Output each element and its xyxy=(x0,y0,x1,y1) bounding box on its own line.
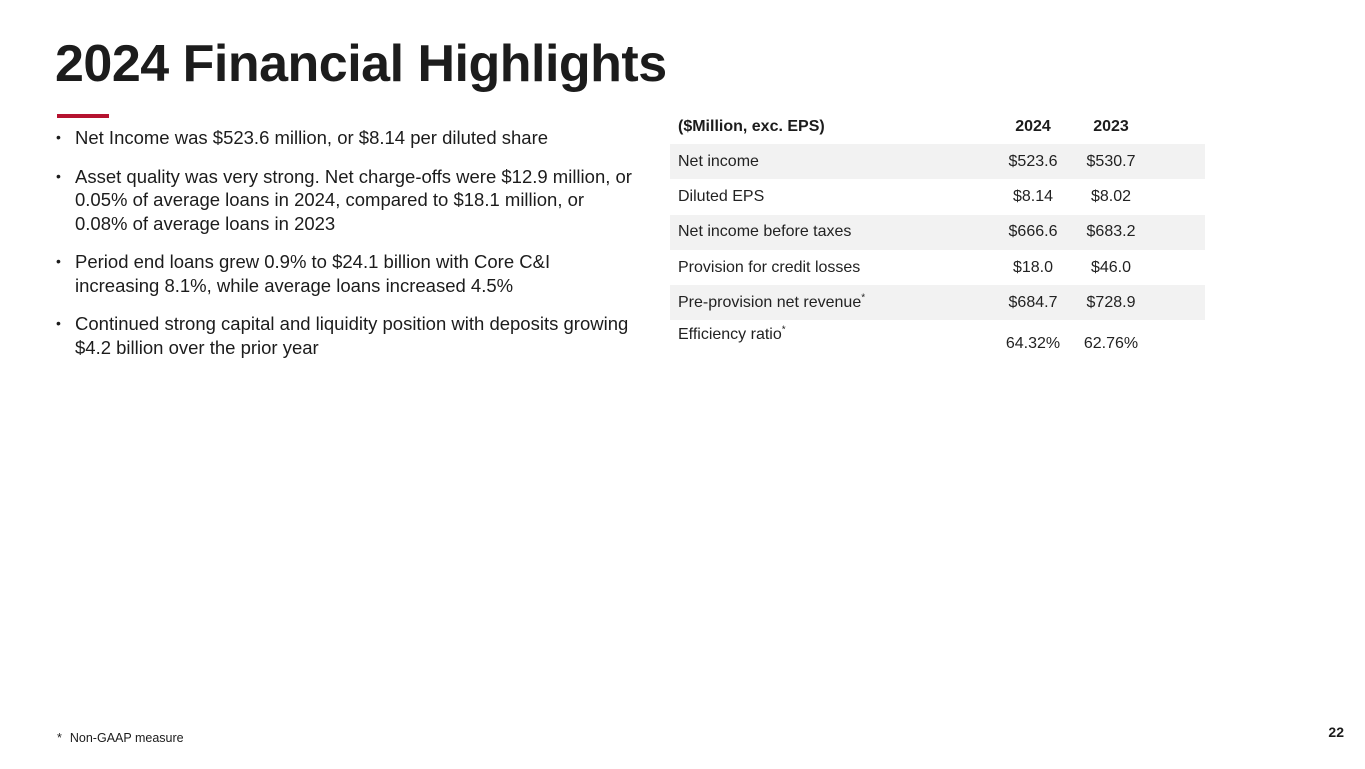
footnote-mark: * xyxy=(57,731,62,745)
row-label: Pre-provision net revenue* xyxy=(670,285,995,321)
highlight-item: • Period end loans grew 0.9% to $24.1 bi… xyxy=(56,250,636,297)
row-label: Efficiency ratio* xyxy=(678,325,786,344)
value-2024: $684.7 xyxy=(995,285,1071,321)
header-2023: 2023 xyxy=(1093,118,1129,135)
row-label: Provision for credit losses xyxy=(678,258,861,276)
title-accent-bar xyxy=(57,114,109,118)
highlight-item: • Net Income was $523.6 million, or $8.1… xyxy=(56,126,636,150)
footnote: * Non-GAAP measure xyxy=(57,731,184,745)
header-metric: ($Million, exc. EPS) xyxy=(678,118,825,135)
highlights-list: • Net Income was $523.6 million, or $8.1… xyxy=(56,126,636,374)
table-header-row: ($Million, exc. EPS) 2024 2023 xyxy=(670,110,1205,144)
header-2024: 2024 xyxy=(1015,118,1051,135)
bullet-icon: • xyxy=(56,129,61,145)
table-row: Efficiency ratio* 64.32% 62.76% xyxy=(670,320,1205,368)
table-row: Net income before taxes $666.6 $683.2 xyxy=(670,214,1205,250)
financial-summary-table: ($Million, exc. EPS) 2024 2023 Net incom… xyxy=(670,110,1205,368)
highlight-text: Period end loans grew 0.9% to $24.1 bill… xyxy=(75,251,551,296)
table-row: Provision for credit losses $18.0 $46.0 xyxy=(670,250,1205,285)
bullet-icon: • xyxy=(56,253,61,269)
bullet-icon: • xyxy=(56,167,61,184)
value-2023: $8.02 xyxy=(1090,187,1132,205)
value-2024: $666.6 xyxy=(995,214,1071,250)
highlight-item: • Continued strong capital and liquidity… xyxy=(56,312,636,359)
highlight-text: Net Income was $523.6 million, or $8.14 … xyxy=(75,127,549,148)
value-2023: $728.9 xyxy=(1071,285,1151,321)
page-title: 2024 Financial Highlights xyxy=(55,35,667,93)
table-row: Pre-provision net revenue* $684.7 $728.9 xyxy=(670,285,1205,321)
table-row: Net income $523.6 $530.7 xyxy=(670,144,1205,180)
highlight-text: Asset quality was very strong. Net charg… xyxy=(75,165,632,234)
highlight-item: • Asset quality was very strong. Net cha… xyxy=(56,165,636,236)
value-2024: $8.14 xyxy=(1012,187,1054,205)
highlight-text: Continued strong capital and liquidity p… xyxy=(75,313,629,358)
row-label: Diluted EPS xyxy=(678,187,765,205)
value-2024: $523.6 xyxy=(995,144,1071,180)
row-label: Net income xyxy=(670,144,995,180)
value-2023: 62.76% xyxy=(1083,335,1139,353)
page-number: 22 xyxy=(1328,724,1344,740)
value-2024: 64.32% xyxy=(1005,335,1061,353)
value-2023: $46.0 xyxy=(1090,258,1132,276)
row-label: Net income before taxes xyxy=(670,214,995,250)
table-row: Diluted EPS $8.14 $8.02 xyxy=(670,179,1205,214)
value-2023: $683.2 xyxy=(1071,214,1151,250)
value-2023: $530.7 xyxy=(1071,144,1151,180)
bullet-icon: • xyxy=(56,315,61,331)
footnote-text: Non-GAAP measure xyxy=(69,731,184,745)
header-spacer xyxy=(1151,110,1205,144)
value-2024: $18.0 xyxy=(1012,258,1054,276)
